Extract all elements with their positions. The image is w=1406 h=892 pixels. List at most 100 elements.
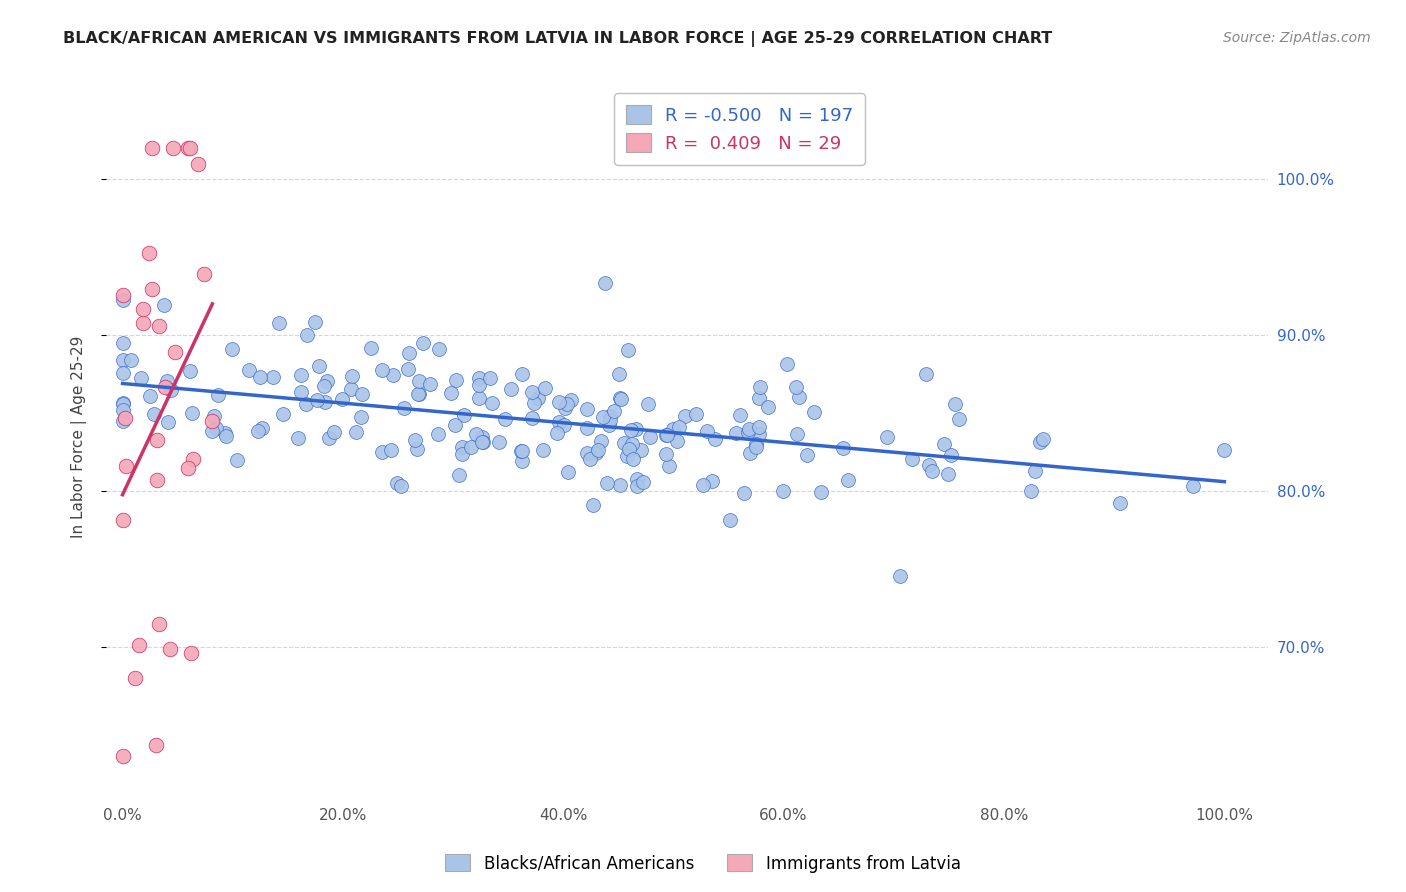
Point [668, 419, 690, 434]
Point [1019, 484, 1042, 499]
Point [520, 385, 543, 400]
Point [593, 277, 616, 291]
Point [576, 402, 599, 417]
Point [621, 437, 644, 451]
Point [617, 442, 640, 457]
Point [772, 483, 794, 498]
Point [637, 397, 659, 411]
Point [181, 451, 204, 466]
Point [111, 403, 134, 417]
Point [138, 246, 160, 260]
Point [626, 479, 648, 493]
Point [214, 425, 236, 440]
Point [139, 389, 162, 403]
Point [1109, 496, 1132, 510]
Point [120, 353, 142, 368]
Point [655, 428, 678, 442]
Point [591, 434, 613, 448]
Point [468, 377, 491, 392]
Point [655, 427, 678, 442]
Point [352, 386, 374, 401]
Point [468, 371, 491, 385]
Point [468, 391, 491, 405]
Point [179, 141, 201, 155]
Point [745, 437, 768, 451]
Y-axis label: In Labor Force | Age 25-29: In Labor Force | Age 25-29 [72, 335, 87, 538]
Point [380, 442, 402, 457]
Point [673, 409, 696, 424]
Point [392, 401, 415, 416]
Point [141, 282, 163, 296]
Point [607, 368, 630, 382]
Point [1213, 443, 1236, 458]
Point [786, 427, 808, 442]
Point [620, 424, 643, 438]
Point [398, 346, 420, 360]
Point [111, 513, 134, 527]
Point [692, 478, 714, 492]
Point [396, 362, 419, 376]
Point [406, 387, 429, 401]
Point [187, 157, 209, 171]
Point [621, 451, 644, 466]
Point [728, 408, 751, 422]
Point [156, 374, 179, 388]
Point [785, 380, 807, 394]
Point [733, 485, 755, 500]
Point [560, 393, 582, 408]
Point [555, 397, 578, 411]
Point [453, 408, 475, 422]
Point [658, 459, 681, 474]
Point [360, 341, 382, 355]
Point [725, 425, 748, 440]
Point [837, 474, 859, 488]
Point [936, 467, 959, 482]
Point [450, 440, 472, 454]
Point [617, 343, 640, 358]
Point [609, 391, 631, 405]
Point [381, 368, 404, 383]
Point [269, 316, 291, 330]
Point [1024, 464, 1046, 478]
Point [609, 478, 631, 492]
Point [510, 367, 533, 381]
Point [520, 411, 543, 425]
Point [702, 475, 724, 489]
Point [371, 362, 394, 376]
Point [307, 392, 329, 407]
Point [932, 436, 955, 450]
Point [599, 413, 621, 427]
Point [387, 475, 409, 490]
Point [444, 373, 467, 387]
Point [225, 452, 247, 467]
Point [443, 417, 465, 432]
Point [439, 385, 461, 400]
Point [510, 444, 533, 458]
Point [323, 425, 346, 440]
Point [661, 422, 683, 436]
Point [575, 445, 598, 459]
Point [419, 376, 441, 391]
Point [948, 411, 970, 425]
Point [290, 368, 312, 383]
Point [553, 418, 575, 433]
Point [330, 392, 353, 406]
Point [146, 433, 169, 447]
Point [876, 430, 898, 444]
Point [631, 475, 654, 490]
Point [304, 315, 326, 329]
Point [111, 293, 134, 307]
Point [201, 424, 224, 438]
Point [756, 400, 779, 414]
Point [592, 410, 614, 425]
Point [247, 424, 270, 438]
Point [350, 410, 373, 425]
Point [202, 409, 225, 423]
Point [603, 404, 626, 418]
Point [598, 418, 620, 433]
Point [342, 368, 364, 383]
Point [576, 421, 599, 435]
Point [204, 421, 226, 435]
Point [488, 434, 510, 449]
Point [111, 414, 134, 428]
